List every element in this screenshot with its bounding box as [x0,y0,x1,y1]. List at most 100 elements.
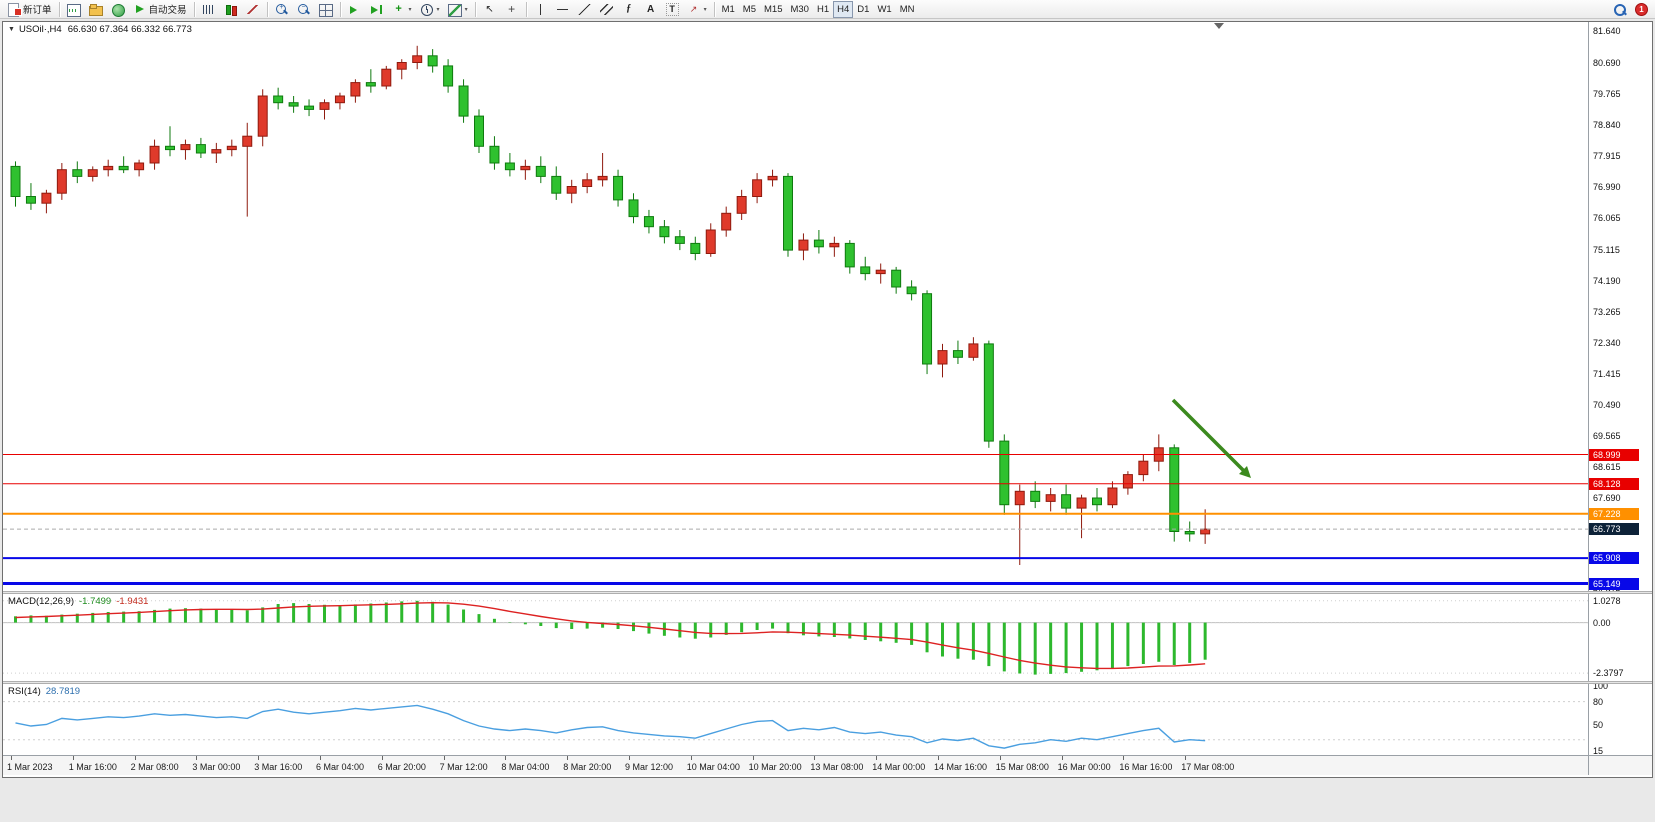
time-axis[interactable]: 1 Mar 2023 1 Mar 16:00 2 Mar 08:00 3 Mar 00… [3,755,1652,775]
toolbar-separator [713,1,715,17]
crosshair-button[interactable]: + [501,1,523,18]
fibonacci-button[interactable]: ƒ [618,1,640,18]
search-button[interactable] [1609,1,1631,18]
chart-window: ▼ USOil·,H4 66.630 67.364 66.332 66.773 81… [2,21,1653,778]
search-icon [1613,3,1627,16]
toolbar-separator [193,1,195,17]
rsi-panel: RSI(14) 28.7819 100 80 50 15 [3,684,1652,755]
textT-icon: T [665,2,679,16]
price-tick: 81.640 [1593,26,1621,36]
periods-button[interactable]: ▾ [416,1,444,18]
macd-label: MACD(12,26,9) -1.7499 -1.9431 [8,596,148,607]
macd-axis-tick: -2.3797 [1593,668,1624,679]
marketwatch-button[interactable] [107,1,129,18]
panel-splitter[interactable] [3,591,1652,594]
timeframe-m15-button-label: M15 [764,3,783,15]
label-button[interactable]: T [662,1,683,18]
zoom-in-button[interactable]: + [271,1,293,18]
price-tick: 73.265 [1593,306,1621,317]
chart-shift-marker [1214,23,1224,29]
trend-icon [577,3,592,16]
charts-button[interactable] [63,1,85,18]
timeframe-m30-button[interactable]: M30 [786,1,812,18]
time-axis-label: 6 Mar 04:00 [316,762,365,772]
timeframe-h1-button-label: H1 [816,3,830,15]
time-tick [690,756,692,760]
new-order-button[interactable]: 新订单 [3,1,56,18]
rsi-axis-tick: 15 [1593,746,1604,755]
panel-splitter[interactable] [3,681,1652,684]
candlestick-chart-button[interactable] [220,1,242,18]
zoom-out-button[interactable]: − [293,1,315,18]
horizontal-line-button[interactable] [552,1,574,18]
chart-shift-button[interactable] [366,1,388,18]
notification-button[interactable]: 1 [1631,1,1652,18]
channel-button[interactable] [596,1,618,18]
price-tick: 75.115 [1593,244,1620,255]
main-toolbar: 新订单 自动交易 + − + ▾ ▾ ▾ ↖ + ƒ A T ↗ ▾ M1 M5 M15 M30 H1 H4 D1 W1 MN… [0,0,1655,19]
timeframe-h1-button[interactable]: H1 [813,1,833,18]
indicators-button[interactable]: + ▾ [388,1,416,18]
time-axis-labels: 1 Mar 2023 1 Mar 16:00 2 Mar 08:00 3 Mar 00… [3,756,1588,775]
arrow-annotation [1171,398,1247,474]
time-tick [567,756,569,760]
time-axis-label: 10 Mar 04:00 [686,762,740,772]
channel-icon [599,3,614,16]
timeframe-w1-button-label: W1 [877,3,892,15]
tile-windows-button[interactable] [315,1,337,18]
line-chart-button[interactable] [242,1,264,18]
time-axis-label: 2 Mar 08:00 [130,762,179,772]
rsi-scale[interactable]: 100 80 50 15 [1588,684,1652,755]
timeframe-d1-button[interactable]: D1 [853,1,873,18]
vertical-line-button[interactable] [530,1,552,18]
symbol-period-label: USOil·,H4 [18,24,62,35]
time-axis-label: 7 Mar 12:00 [439,762,488,772]
time-tick [196,756,198,760]
macd-panel: MACD(12,26,9) -1.7499 -1.9431 1.0278 0.00 -2… [3,594,1652,681]
vline-icon [534,3,548,16]
timeframe-m15-button[interactable]: M15 [760,1,786,18]
hline-price-box: 68.999 [1589,448,1639,461]
main-chart-plot[interactable]: ▼ USOil·,H4 66.630 67.364 66.332 66.773 [3,22,1588,591]
macd-scale[interactable]: 1.0278 0.00 -2.3797 [1588,594,1652,681]
price-scale[interactable]: 81.640 80.690 79.765 78.840 77.915 76.990 76.0… [1588,22,1652,591]
auto-scroll-button[interactable] [344,1,366,18]
shapes-button[interactable]: ↗ ▾ [683,1,711,18]
chartwin-icon [66,3,81,17]
timeframe-m5-button[interactable]: M5 [739,1,760,18]
autotrading-button-label: 自动交易 [148,5,187,16]
timeframe-m1-button[interactable]: M1 [718,1,739,18]
candles-icon [224,3,238,16]
cursor-button[interactable]: ↖ [479,1,501,18]
one-click-trading-icon[interactable]: ▼ [8,26,15,33]
macd-axis-tick: 1.0278 [1593,595,1621,606]
rsi-axis-tick: 80 [1593,696,1604,707]
timeframe-h4-button[interactable]: H4 [833,0,854,18]
time-tick [443,756,445,760]
price-tick: 70.490 [1593,399,1621,410]
ohlc-values: 66.630 67.364 66.332 66.773 [67,24,192,35]
macd-name: MACD(12,26,9) [8,596,74,607]
trendline-button[interactable] [574,1,596,18]
cursor-icon: ↖ [485,3,494,15]
rsi-axis-tick: 50 [1593,719,1604,730]
autotrading-button[interactable]: 自动交易 [129,1,191,18]
timeframe-w1-button[interactable]: W1 [873,1,895,18]
time-tick [938,756,939,760]
time-tick [72,756,74,760]
bars-icon [202,3,216,16]
price-tick: 72.340 [1593,337,1621,348]
text-button[interactable]: A [640,1,662,18]
fibo-icon: ƒ [626,2,632,14]
templates-button[interactable]: ▾ [444,1,472,18]
profiles-button[interactable] [85,1,107,18]
timeframe-mn-button[interactable]: MN [896,1,919,18]
chartshift-icon [370,3,384,16]
rsi-plot[interactable]: RSI(14) 28.7819 [3,684,1588,755]
macd-plot[interactable]: MACD(12,26,9) -1.7499 -1.9431 [3,594,1588,681]
time-axis-label: 17 Mar 08:00 [1181,762,1235,772]
price-tick: 69.565 [1593,430,1621,441]
rsi-label: RSI(14) 28.7819 [8,686,80,697]
current-price-box: 66.773 [1589,523,1639,536]
bar-chart-button[interactable] [198,1,220,18]
